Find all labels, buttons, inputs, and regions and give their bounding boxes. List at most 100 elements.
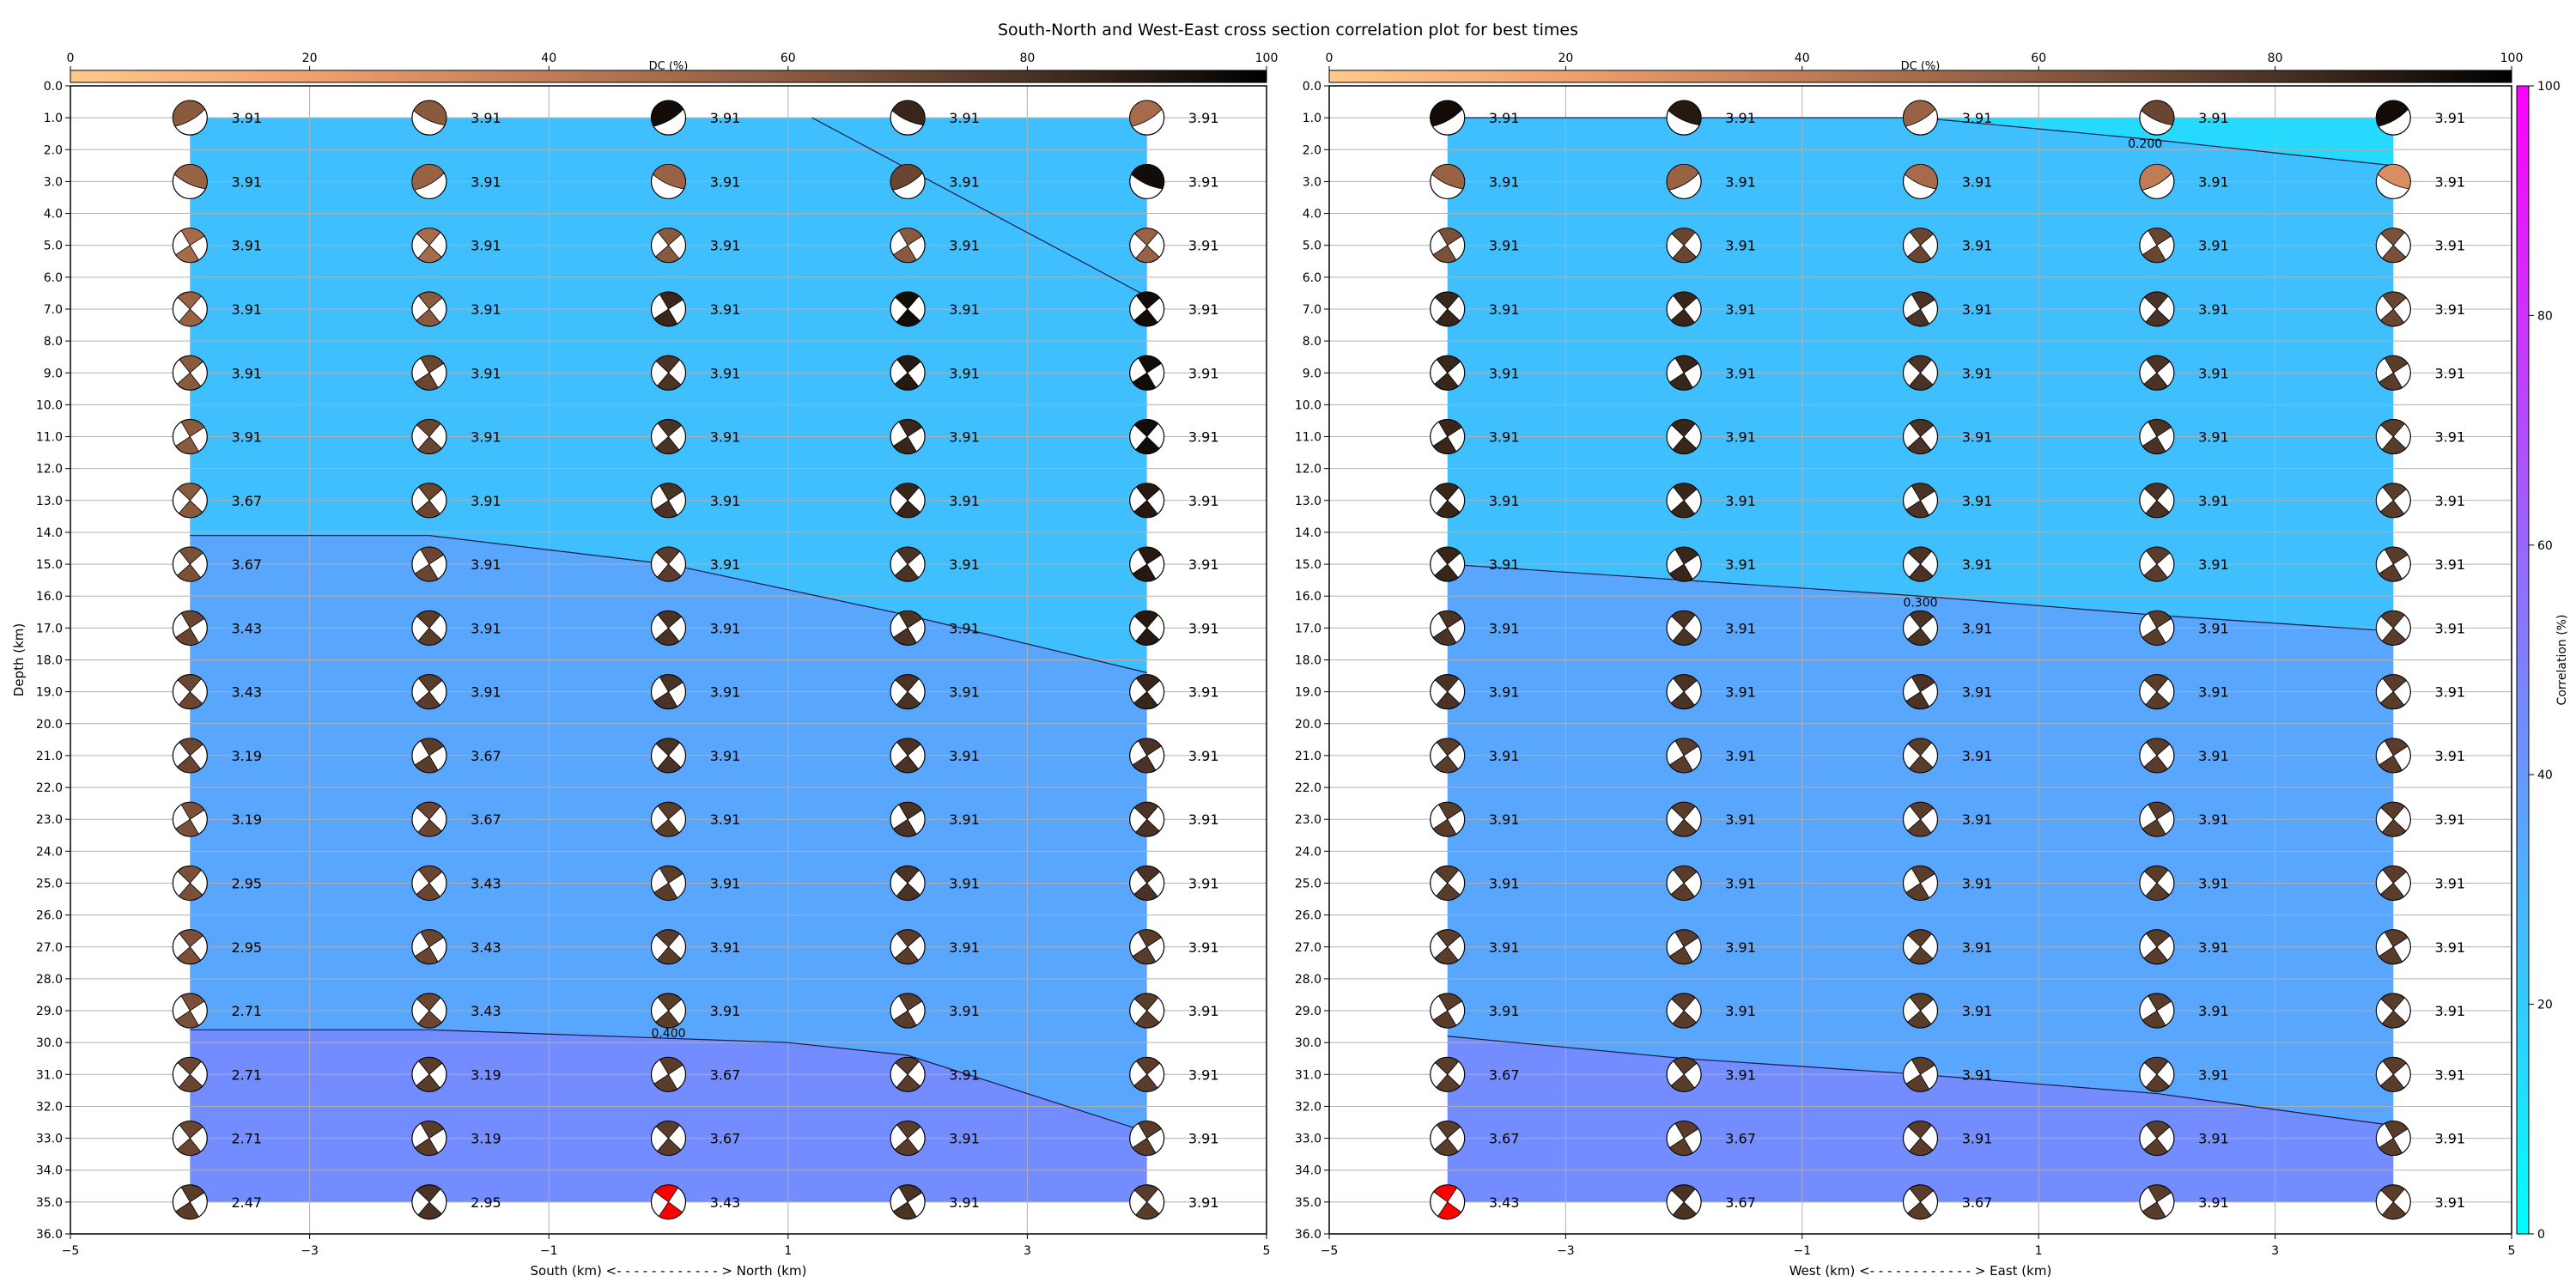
beachball-compressional-lobe [1674, 355, 1699, 374]
magnitude-label: 3.91 [2434, 301, 2465, 318]
beachball [650, 355, 687, 391]
beachball-compressional-lobe [2379, 946, 2403, 965]
beachball-compressional-lobe [1911, 674, 1935, 693]
magnitude-label: 3.91 [1188, 173, 1219, 190]
beachball [1666, 100, 1702, 136]
beachball-compressional-lobe [892, 435, 917, 454]
magnitude-label: 3.91 [1725, 110, 1756, 126]
beachball [172, 738, 208, 774]
y-tick-label: 11.0 [36, 431, 63, 445]
magnitude-label: 3.91 [2198, 429, 2229, 446]
beachball [890, 1120, 926, 1157]
magnitude-label: 3.91 [949, 556, 980, 573]
beachball-compressional-lobe [176, 755, 202, 774]
beachball-compressional-lobe [2145, 546, 2171, 565]
magnitude-label: 2.71 [231, 1003, 262, 1019]
magnitude-label: 3.91 [710, 110, 741, 126]
beachball [1666, 801, 1702, 837]
y-tick-label: 12.0 [36, 463, 63, 477]
y-tick-label: 27.0 [1295, 941, 1321, 955]
beachball-compressional-lobe [414, 946, 439, 965]
beachball-compressional-lobe [416, 228, 441, 246]
beachball-lobe-group [414, 738, 445, 774]
beachball-lobe-group [414, 546, 445, 582]
beachball [411, 546, 447, 582]
magnitude-label: 3.91 [471, 238, 501, 254]
beachball-compressional-lobe [2379, 500, 2405, 519]
y-tick-label: 6.0 [1303, 271, 1321, 285]
beachball-compressional-lobe [1132, 563, 1157, 582]
beachball-compressional-lobe [1432, 245, 1457, 264]
beachball [2375, 100, 2411, 136]
beachball-lobe-group [1668, 355, 1699, 391]
beachball [650, 291, 687, 327]
beachball-compressional-lobe [1434, 946, 1459, 965]
magnitude-label: 3.43 [231, 684, 262, 701]
beachball-compressional-lobe [417, 1201, 442, 1220]
beachball [1430, 993, 1466, 1029]
beachball-compressional-lobe [1135, 245, 1160, 264]
beachball-compressional-lobe [2381, 435, 2407, 454]
beachball [1902, 674, 1939, 710]
beachball [1129, 355, 1165, 391]
beachball [172, 1056, 208, 1092]
beachball-compressional-lobe [2143, 866, 2169, 884]
beachball-compressional-lobe [2148, 228, 2172, 246]
magnitude-label: 3.67 [1725, 1194, 1756, 1211]
beachball [2375, 163, 2411, 200]
magnitude-label: 3.91 [1188, 429, 1219, 446]
magnitude-label: 3.91 [2198, 1194, 2229, 1211]
y-tick-label: 14.0 [36, 526, 63, 540]
beachball [2375, 801, 2411, 837]
beachball [2139, 100, 2175, 136]
beachball-compressional-lobe [179, 355, 204, 374]
beachball [650, 163, 687, 200]
beachball [1129, 546, 1165, 582]
magnitude-label: 3.67 [231, 556, 262, 573]
beachball-lobe-group [1133, 674, 1161, 709]
beachball-compressional-lobe [2143, 755, 2168, 774]
dc-colorbar-tick-label: 20 [1558, 52, 1573, 65]
y-tick-label: 24.0 [1295, 845, 1321, 859]
magnitude-label: 3.67 [1962, 1194, 1993, 1211]
beachball [1430, 418, 1466, 455]
beachball-compressional-lobe [1434, 1056, 1460, 1075]
magnitude-label: 3.91 [2198, 1131, 2229, 1147]
magnitude-label: 3.91 [471, 365, 501, 381]
beachball-compressional-lobe [1433, 1184, 1458, 1203]
beachball-lobe-group [1666, 164, 1699, 191]
magnitude-label: 3.91 [2198, 238, 2229, 254]
beachball-compressional-lobe [1138, 546, 1162, 565]
beachball-compressional-lobe [1436, 308, 1461, 327]
beachball-lobe-group [895, 674, 921, 709]
beachball-compressional-lobe [414, 755, 439, 774]
beachball-compressional-lobe [1908, 755, 1934, 774]
beachball [2139, 291, 2175, 327]
beachball-compressional-lobe [1438, 419, 1462, 438]
beachball-lobe-group [2143, 738, 2171, 774]
beachball [890, 1056, 926, 1092]
beachball-lobe-group [1671, 611, 1698, 646]
beachball [2375, 610, 2411, 646]
beachball-compressional-lobe [653, 1184, 679, 1203]
beachball-lobe-group [892, 611, 923, 646]
beachball-lobe-group [892, 801, 923, 837]
beachball-lobe-group [175, 419, 205, 454]
beachball-compressional-lobe [1904, 164, 1938, 190]
magnitude-label: 3.91 [231, 110, 262, 126]
beachball [172, 483, 208, 519]
beachball-compressional-lobe [653, 308, 678, 327]
beachball-lobe-group [416, 419, 442, 454]
beachball-compressional-lobe [2145, 500, 2170, 519]
beachball-compressional-lobe [1673, 1056, 1698, 1075]
beachball-compressional-lobe [2379, 1138, 2403, 1156]
beachball [2139, 801, 2175, 837]
beachball-compressional-lobe [1431, 164, 1466, 190]
beachball [1430, 865, 1466, 902]
beachball-compressional-lobe [414, 1138, 439, 1156]
beachball-compressional-lobe [2142, 1010, 2166, 1029]
beachball-compressional-lobe [1432, 435, 1457, 454]
beachball [890, 929, 926, 965]
magnitude-label: 3.91 [2198, 875, 2229, 891]
y-tick-label: 25.0 [36, 877, 63, 890]
